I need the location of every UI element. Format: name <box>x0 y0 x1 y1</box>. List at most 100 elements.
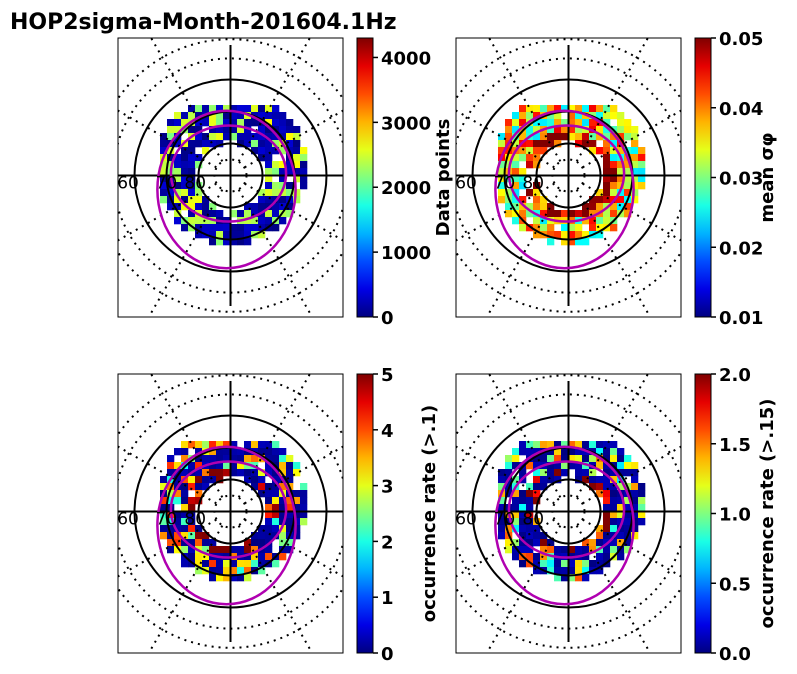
heatmap-cell <box>195 112 203 120</box>
heatmap-cell <box>568 126 576 134</box>
heatmap-cell <box>244 105 252 113</box>
heatmap-cell <box>230 462 238 470</box>
colorbar-tick-label: 4 <box>381 421 394 442</box>
heatmap-cell <box>624 182 632 190</box>
heatmap-cell <box>561 224 569 232</box>
heatmap-cell <box>286 469 294 477</box>
heatmap-cell <box>568 238 576 246</box>
heatmap-cell <box>160 182 168 190</box>
heatmap-cell <box>265 175 273 183</box>
heatmap-cell <box>617 448 625 456</box>
colorbar-tick-label: 0 <box>381 644 394 665</box>
heatmap-cell <box>610 105 618 113</box>
heatmap-cell <box>195 490 203 498</box>
heatmap-cell <box>272 112 280 120</box>
heatmap-cell <box>265 553 273 561</box>
heatmap-cell <box>547 560 555 568</box>
heatmap-cell <box>237 105 245 113</box>
heatmap-cell <box>617 469 625 477</box>
heatmap-cell <box>272 168 280 176</box>
heatmap-cell <box>512 189 520 197</box>
heatmap-cell <box>188 511 196 519</box>
heatmap-cell <box>610 189 618 197</box>
heatmap-cell <box>244 119 252 127</box>
heatmap-cell <box>244 539 252 547</box>
heatmap-cell <box>498 532 506 540</box>
heatmap-cell <box>554 560 562 568</box>
heatmap-cell <box>575 567 583 575</box>
heatmap-cell <box>603 532 611 540</box>
heatmap-cell <box>582 238 590 246</box>
heatmap-cell <box>258 539 266 547</box>
heatmap-cell <box>540 455 548 463</box>
heatmap-cell <box>160 504 168 512</box>
heatmap-cell <box>279 126 287 134</box>
heatmap-cell <box>596 147 604 155</box>
heatmap-cell <box>251 546 259 554</box>
heatmap-cell <box>188 161 196 169</box>
heatmap-cell <box>617 182 625 190</box>
heatmap-cell <box>167 455 175 463</box>
heatmap-cell <box>596 490 604 498</box>
heatmap-cell <box>209 126 217 134</box>
heatmap-cell <box>272 140 280 148</box>
heatmap-cell <box>174 133 182 141</box>
heatmap-cell <box>631 140 639 148</box>
heatmap-cell <box>160 147 168 155</box>
heatmap-cell <box>603 168 611 176</box>
heatmap-cell <box>237 112 245 120</box>
heatmap-cell <box>533 112 541 120</box>
heatmap-cell <box>610 511 618 519</box>
heatmap-cell <box>554 133 562 141</box>
heatmap-cell <box>188 518 196 526</box>
heatmap-cell <box>631 462 639 470</box>
heatmap-cell <box>216 574 224 582</box>
heatmap-cell <box>603 469 611 477</box>
heatmap-cell <box>251 560 259 568</box>
heatmap-cell <box>216 448 224 456</box>
heatmap-cell <box>610 140 618 148</box>
heatmap-cell <box>195 154 203 162</box>
heatmap-cell <box>533 441 541 449</box>
colorbar <box>356 37 374 318</box>
heatmap-cell <box>526 224 534 232</box>
heatmap-cell <box>265 126 273 134</box>
heatmap-cell <box>589 119 597 127</box>
heatmap-cell <box>237 567 245 575</box>
heatmap-cell <box>596 217 604 225</box>
heatmap-cell <box>498 140 506 148</box>
heatmap-cell <box>279 462 287 470</box>
heatmap-cell <box>279 196 287 204</box>
heatmap-cell <box>286 119 294 127</box>
heatmap-cell <box>582 455 590 463</box>
heatmap-cell <box>244 224 252 232</box>
heatmap-cell <box>540 483 548 491</box>
heatmap-cell <box>533 196 541 204</box>
heatmap-cell <box>624 462 632 470</box>
heatmap-cell <box>195 532 203 540</box>
heatmap-cell <box>603 476 611 484</box>
heatmap-cell <box>519 497 527 505</box>
heatmap-cell <box>533 490 541 498</box>
heatmap-cell <box>188 105 196 113</box>
heatmap-cell <box>540 469 548 477</box>
heatmap-cell <box>575 448 583 456</box>
heatmap-cell <box>638 518 646 526</box>
heatmap-cell <box>526 553 534 561</box>
heatmap-cell <box>286 203 294 211</box>
heatmap-cell <box>202 105 210 113</box>
heatmap-cell <box>624 133 632 141</box>
heatmap-cell <box>258 105 266 113</box>
oval-inner <box>507 124 626 223</box>
lat-label: 60 <box>455 174 477 194</box>
heatmap-cell <box>209 105 217 113</box>
heatmap-cell <box>519 525 527 533</box>
heatmap-cell <box>533 462 541 470</box>
heatmap-cell <box>202 217 210 225</box>
heatmap-cell <box>526 546 534 554</box>
heatmap-cell <box>533 539 541 547</box>
heatmap-cell <box>174 161 182 169</box>
heatmap-cell <box>596 133 604 141</box>
heatmap-cell <box>561 126 569 134</box>
axes-border <box>455 37 682 318</box>
